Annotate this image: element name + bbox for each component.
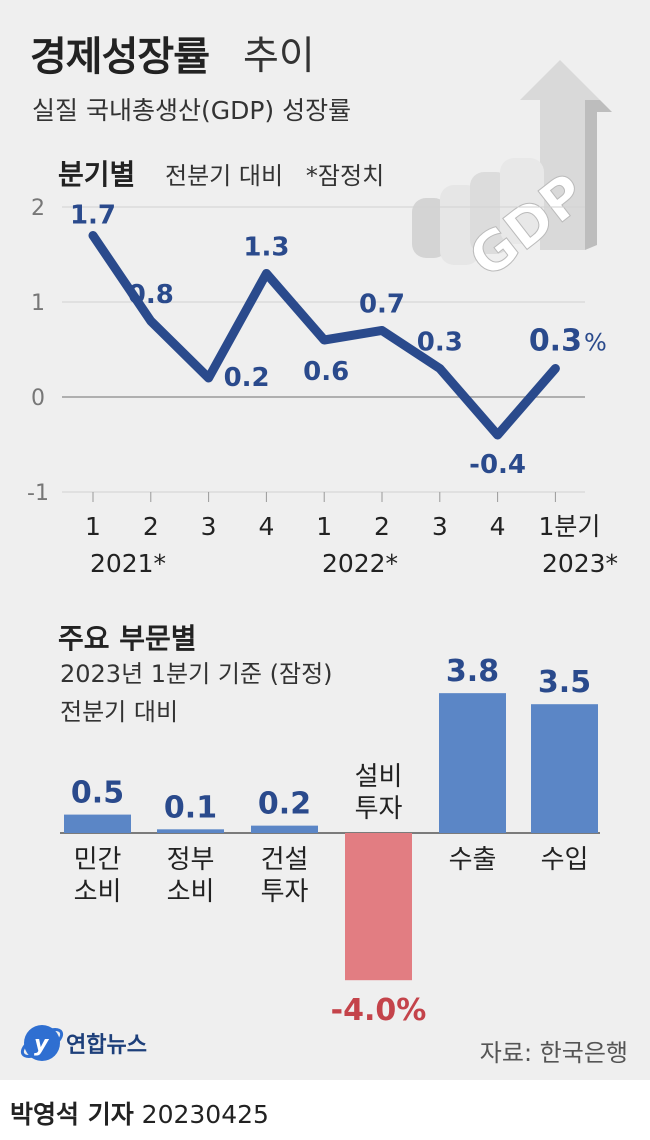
year-label: 2021* (90, 549, 166, 578)
bar-value-label: 0.5 (71, 776, 124, 811)
line-value-label: 0.2 (224, 363, 270, 393)
bar (531, 704, 598, 833)
x-tick-label: 2 (374, 512, 390, 541)
bar-category-label: 수입 (541, 845, 589, 875)
bar-value-label: 0.2 (258, 787, 311, 822)
byline: 박영석 기자 20230425 (10, 1095, 269, 1131)
bar (251, 825, 318, 833)
bar-category-label: 민간 소비 (74, 845, 122, 907)
bar (345, 833, 412, 981)
bar-value-label: 3.5 (538, 665, 591, 700)
line-point (264, 271, 269, 276)
gdp-decoration-icon: GDP (412, 60, 612, 291)
quarterly-section-label: 분기별 (58, 158, 136, 191)
bar (157, 829, 224, 833)
sector-section-label: 주요 부문별 (58, 622, 197, 655)
page-title: 경제성장률 (30, 34, 210, 80)
line-point (495, 433, 500, 437)
y-tick-label: -1 (27, 481, 49, 506)
line-value-label: 0.3 (417, 328, 463, 358)
line-value-label: 0.6 (303, 357, 349, 387)
bar (439, 693, 506, 833)
line-point (91, 233, 95, 238)
bar-value-label: 3.8 (446, 654, 499, 689)
page-title-suffix: 추이 (243, 34, 315, 79)
line-point (206, 376, 211, 380)
page-subtitle: 실질 국내총생산(GDP) 성장률 (32, 96, 352, 125)
line-point (437, 366, 442, 371)
yonhap-logo-text: 연합뉴스 (66, 1032, 147, 1058)
byline-author: 박영석 기자 (10, 1100, 134, 1129)
line-value-label: 0.8 (128, 280, 174, 310)
year-label: 2022* (322, 549, 398, 578)
source-credit: 자료: 한국은행 (479, 1039, 628, 1067)
bar-category-label: 수출 (449, 845, 497, 875)
line-point (380, 328, 384, 333)
bar (64, 814, 131, 833)
x-tick-label: 3 (201, 512, 217, 541)
line-value-label: 1.3 (243, 233, 289, 263)
line-point (148, 319, 153, 323)
x-tick-label: 2 (143, 512, 159, 541)
bar-value-label: 0.1 (164, 790, 217, 825)
line-value-label: -0.4 (469, 450, 526, 480)
bar-category-label: 설비 투자 (355, 762, 403, 824)
yonhap-logo: y 연합뉴스 (20, 1025, 147, 1061)
unit-label: % (584, 329, 607, 357)
x-tick-label: 1 (85, 512, 101, 541)
x-tick-label: 1분기 (538, 512, 600, 541)
x-tick-label: 4 (490, 512, 506, 541)
byline-date: 20230425 (141, 1100, 269, 1129)
year-label: 2023* (542, 549, 618, 578)
x-tick-label: 4 (258, 512, 274, 541)
x-tick-label: 1 (316, 512, 332, 541)
svg-text:y: y (34, 1032, 50, 1057)
line-value-label: 0.3 (529, 324, 582, 359)
line-value-label: 0.7 (359, 290, 405, 320)
sector-section-note-1: 2023년 1분기 기준 (잠정) (60, 660, 333, 688)
bar-category-label: 정부 소비 (167, 845, 215, 907)
x-tick-label: 3 (432, 512, 448, 541)
line-value-label: 1.7 (70, 201, 116, 231)
bar-category-label: 건설 투자 (261, 845, 309, 907)
line-point (322, 338, 327, 342)
sector-section-note-2: 전분기 대비 (60, 698, 179, 726)
chart-canvas: GDP 210-1 1.70.80.21.30.60.70.3-0.40.3% … (27, 60, 618, 1028)
quarterly-section-note: 전분기 대비 *잠정치 (165, 162, 385, 190)
y-tick-label: 2 (31, 196, 45, 221)
line-point (553, 366, 558, 371)
bar-value-label: -4.0% (331, 993, 427, 1028)
y-tick-label: 1 (31, 291, 45, 316)
y-tick-label: 0 (31, 386, 45, 411)
